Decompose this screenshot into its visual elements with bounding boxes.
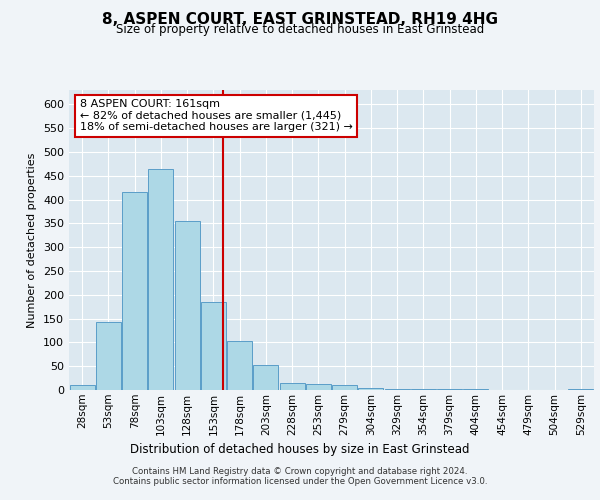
Bar — [70, 385, 95, 390]
Bar — [437, 389, 462, 390]
Text: 8 ASPEN COURT: 161sqm
← 82% of detached houses are smaller (1,445)
18% of semi-d: 8 ASPEN COURT: 161sqm ← 82% of detached … — [79, 99, 352, 132]
Text: Size of property relative to detached houses in East Grinstead: Size of property relative to detached ho… — [116, 22, 484, 36]
Text: Contains public sector information licensed under the Open Government Licence v3: Contains public sector information licen… — [113, 477, 487, 486]
Bar — [568, 388, 593, 390]
Text: Distribution of detached houses by size in East Grinstead: Distribution of detached houses by size … — [130, 442, 470, 456]
Bar — [306, 384, 331, 390]
Bar — [96, 322, 121, 390]
Y-axis label: Number of detached properties: Number of detached properties — [28, 152, 37, 328]
Text: Contains HM Land Registry data © Crown copyright and database right 2024.: Contains HM Land Registry data © Crown c… — [132, 467, 468, 476]
Bar — [227, 341, 252, 390]
Bar — [463, 389, 488, 390]
Bar — [411, 389, 436, 390]
Bar — [253, 365, 278, 390]
Bar — [148, 168, 173, 390]
Bar — [280, 383, 305, 390]
Text: 8, ASPEN COURT, EAST GRINSTEAD, RH19 4HG: 8, ASPEN COURT, EAST GRINSTEAD, RH19 4HG — [102, 12, 498, 28]
Bar — [122, 192, 147, 390]
Bar — [175, 221, 200, 390]
Bar — [332, 385, 357, 390]
Bar — [358, 388, 383, 390]
Bar — [201, 302, 226, 390]
Bar — [385, 388, 410, 390]
